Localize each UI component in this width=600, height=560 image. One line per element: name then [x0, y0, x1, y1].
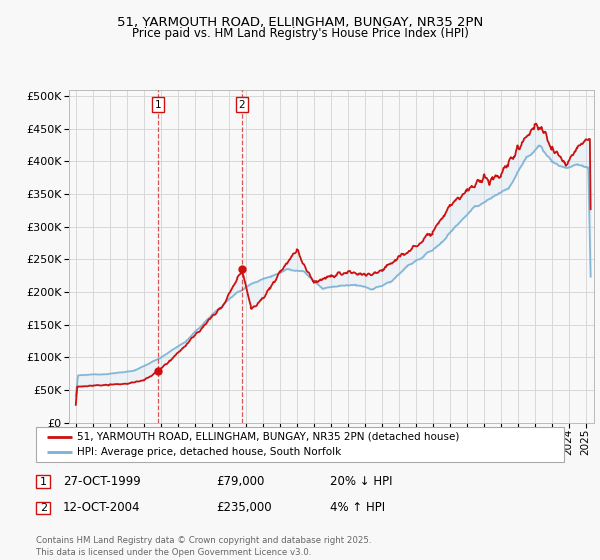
- Text: 27-OCT-1999: 27-OCT-1999: [63, 475, 141, 488]
- Text: £235,000: £235,000: [216, 501, 272, 515]
- Text: 51, YARMOUTH ROAD, ELLINGHAM, BUNGAY, NR35 2PN (detached house): 51, YARMOUTH ROAD, ELLINGHAM, BUNGAY, NR…: [77, 432, 459, 442]
- Text: Price paid vs. HM Land Registry's House Price Index (HPI): Price paid vs. HM Land Registry's House …: [131, 27, 469, 40]
- Text: 2: 2: [40, 503, 47, 513]
- Text: £79,000: £79,000: [216, 475, 265, 488]
- Text: 4% ↑ HPI: 4% ↑ HPI: [330, 501, 385, 515]
- Text: 1: 1: [154, 100, 161, 110]
- Text: 12-OCT-2004: 12-OCT-2004: [63, 501, 140, 515]
- Text: HPI: Average price, detached house, South Norfolk: HPI: Average price, detached house, Sout…: [77, 447, 341, 457]
- Text: 1: 1: [40, 477, 47, 487]
- Text: 20% ↓ HPI: 20% ↓ HPI: [330, 475, 392, 488]
- Text: Contains HM Land Registry data © Crown copyright and database right 2025.
This d: Contains HM Land Registry data © Crown c…: [36, 536, 371, 557]
- Text: 51, YARMOUTH ROAD, ELLINGHAM, BUNGAY, NR35 2PN: 51, YARMOUTH ROAD, ELLINGHAM, BUNGAY, NR…: [117, 16, 483, 29]
- Text: 2: 2: [239, 100, 245, 110]
